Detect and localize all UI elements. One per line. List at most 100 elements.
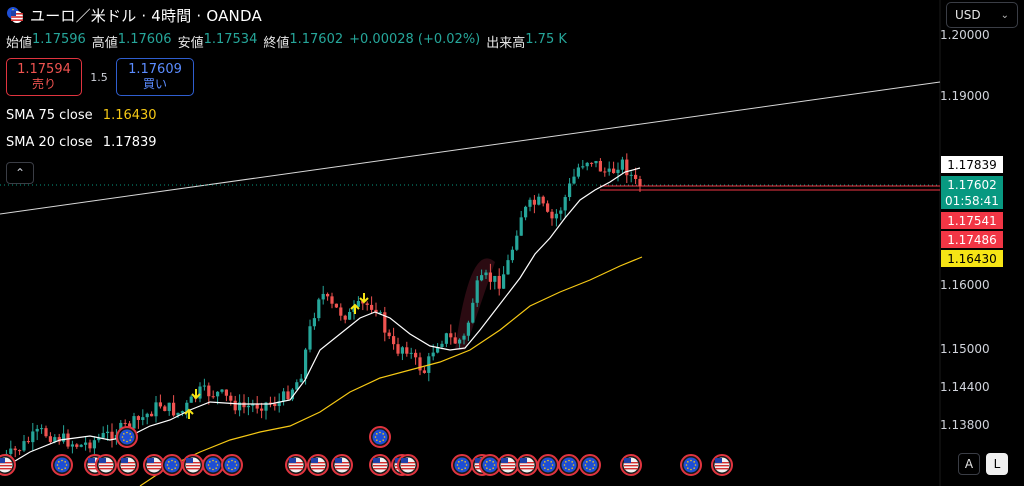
trendline [0, 81, 941, 215]
candle-body [629, 174, 633, 176]
candle-body [532, 199, 536, 205]
usd-event-icon[interactable] [117, 454, 139, 476]
sma20-price-tag: 1.17839 [941, 156, 1003, 173]
indicator-sma75[interactable]: SMA 75 close 1.16430 [6, 108, 157, 123]
eur-event-icon[interactable] [369, 426, 391, 448]
sell-price: 1.17594 [17, 61, 71, 77]
candle-body [128, 423, 132, 429]
low-value: 1.17534 [203, 32, 258, 47]
candle-body [440, 343, 444, 348]
candle-body [576, 167, 580, 177]
candle-body [405, 347, 409, 354]
indicator-sma20[interactable]: SMA 20 close 1.17839 [6, 135, 157, 150]
candle-body [180, 411, 184, 413]
candle-body [462, 335, 466, 340]
candle-body [163, 406, 167, 412]
axis-tick: 1.13800 [940, 418, 990, 432]
usd-event-icon[interactable] [620, 454, 642, 476]
candle-body [110, 431, 114, 440]
candle-body [612, 168, 616, 174]
candle-body [484, 272, 488, 276]
eur-event-icon[interactable] [161, 454, 183, 476]
axis-tick: 1.16000 [940, 278, 990, 292]
candle-body [312, 318, 316, 327]
eur-event-icon[interactable] [680, 454, 702, 476]
candle-body [510, 249, 514, 261]
candle-body [246, 405, 250, 408]
eur-event-icon[interactable] [202, 454, 224, 476]
usd-event-icon[interactable] [331, 454, 353, 476]
usd-event-icon[interactable] [497, 454, 519, 476]
usd-event-icon[interactable] [95, 454, 117, 476]
eur-event-icon[interactable] [537, 454, 559, 476]
axis-tick: 1.15000 [940, 342, 990, 356]
close-value: 1.17602 [289, 32, 344, 47]
axis-tick: 1.14400 [940, 380, 990, 394]
usd-event-icon[interactable] [307, 454, 329, 476]
candle-body [53, 437, 57, 442]
usd-event-icon[interactable] [516, 454, 538, 476]
candle-body [75, 444, 79, 447]
candle-body [546, 203, 550, 212]
sell-button[interactable]: 1.17594 売り [6, 58, 82, 96]
candle-body [202, 385, 206, 387]
candle-body [123, 422, 127, 424]
candle-body [418, 357, 422, 371]
buy-signal-icon [350, 303, 360, 314]
candle-body [537, 196, 541, 205]
candle-body [497, 275, 501, 289]
candle-body [106, 431, 110, 434]
usd-event-icon[interactable] [369, 454, 391, 476]
eur-event-icon[interactable] [221, 454, 243, 476]
auto-scale-button[interactable]: A [958, 453, 980, 475]
candle-body [396, 344, 400, 354]
axis-tick: 1.20000 [940, 28, 990, 42]
buy-button[interactable]: 1.17609 買い [116, 58, 194, 96]
currency-select[interactable]: USD ⌄ [946, 2, 1018, 28]
candle-body [18, 450, 22, 452]
eur-event-icon[interactable] [116, 426, 138, 448]
candle-body [286, 391, 290, 400]
candle-body [400, 347, 404, 354]
candle-body [97, 437, 101, 441]
usd-event-icon[interactable] [285, 454, 307, 476]
eur-event-icon[interactable] [451, 454, 473, 476]
log-scale-button[interactable]: L [986, 453, 1008, 475]
candle-body [176, 412, 180, 416]
symbol-title-bar[interactable]: ユーロ／米ドル · 4時間 · OANDA [6, 4, 262, 26]
candle-body [238, 402, 242, 411]
trade-panel: 1.17594 売り 1.5 1.17609 買い [6, 58, 194, 96]
eur-event-icon[interactable] [51, 454, 73, 476]
bar-countdown: 01:58:41 [941, 192, 1003, 209]
candle-body [515, 235, 519, 250]
sell-label: 売り [31, 76, 56, 91]
highlight-stroke [455, 258, 495, 350]
usd-event-icon[interactable] [182, 454, 204, 476]
candle-body [326, 293, 330, 297]
eur-event-icon[interactable] [558, 454, 580, 476]
candle-body [471, 302, 475, 323]
candle-body [224, 389, 228, 396]
red-price-tag-1: 1.17541 [941, 212, 1003, 229]
candle-body [167, 402, 171, 412]
candle-body [607, 168, 611, 172]
high-value: 1.17606 [117, 32, 172, 47]
candle-body [330, 296, 334, 304]
candle-body [414, 352, 418, 358]
candle-body [572, 176, 576, 184]
chevron-up-icon: ⌃ [14, 166, 26, 180]
high-label: 高値 [91, 36, 118, 51]
candle-body [506, 260, 510, 275]
candle-body [264, 402, 268, 411]
usd-event-icon[interactable] [711, 454, 733, 476]
eur-event-icon[interactable] [579, 454, 601, 476]
buy-price: 1.17609 [128, 61, 182, 77]
eur-event-icon[interactable] [479, 454, 501, 476]
candle-body [594, 160, 598, 164]
collapse-legend-button[interactable]: ⌃ [6, 162, 34, 184]
usd-event-icon[interactable] [397, 454, 419, 476]
usd-event-icon[interactable] [0, 454, 16, 476]
candle-body [453, 337, 457, 344]
candle-body [409, 352, 413, 354]
